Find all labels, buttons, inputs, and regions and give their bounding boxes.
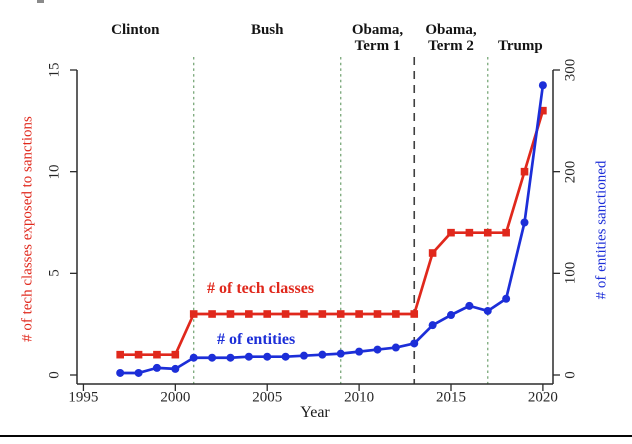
x-tick-label: 2010 [344,389,375,406]
era-label-clinton: Clinton [111,22,160,38]
tech-classes-marker-2019 [520,167,529,176]
tech-classes-marker-2009 [336,310,345,318]
era-label-obama-: Obama, [425,22,477,38]
entities-marker-2016 [465,301,474,310]
tech-classes-marker-2004 [245,310,253,318]
entities-marker-2007 [299,351,308,360]
x-tick-label: 2005 [252,389,283,406]
series-line-entities [120,85,545,375]
entities-series-label: # of entities [217,331,296,348]
entities-marker-2013 [410,339,419,348]
entities-marker-1999 [152,363,161,372]
entities-marker-2014 [428,321,437,330]
era-label-term-2: Term 2 [428,38,474,54]
entities-marker-2001 [189,353,198,362]
left-y-tick-label: 5 [46,269,63,278]
tech-classes-marker-2016 [465,228,474,237]
cropped-text-artifact [37,0,44,3]
tech-classes-marker-1999 [153,350,161,359]
era-label-term-1: Term 1 [354,38,401,54]
era-label-trump: Trump [498,38,543,54]
right-y-tick-label: 100 [562,262,579,285]
tech-classes-marker-1998 [134,350,143,359]
entities-marker-2012 [391,343,400,352]
entities-marker-2002 [208,353,217,362]
entities-marker-2004 [244,352,253,361]
entities-marker-2006 [281,352,290,361]
entities-marker-2015 [447,311,455,320]
document-rule-line [0,435,632,437]
tech-classes-marker-2011 [373,310,382,318]
entities-marker-2010 [355,347,364,356]
entities-marker-2000 [171,364,180,373]
right-y-tick-label: 300 [562,58,579,82]
right-y-tick-label: 0 [562,371,579,379]
entities-marker-2019 [520,218,529,227]
tech-classes-marker-2002 [208,310,216,318]
x-tick-label: 2015 [436,389,466,406]
tech-classes-marker-2005 [263,310,272,318]
tech-classes-marker-1997 [116,350,124,359]
tech-classes-marker-2015 [447,228,455,237]
tech-classes-marker-2018 [502,228,510,237]
x-tick-label: 2020 [527,389,558,406]
x-axis-title: Year [300,404,330,421]
tech-classes-marker-2003 [226,310,235,318]
right-y-axis-title: # of entities sanctioned [593,160,610,300]
entities-marker-2018 [502,294,511,303]
left-y-axis-title: # of tech classes exposed to sanctions [19,116,36,342]
entities-marker-2005 [263,352,272,361]
era-label-bush: Bush [250,22,284,38]
entities-marker-2003 [226,353,235,362]
tech-classes-series-label: # of tech classes [207,280,315,297]
entities-marker-2017 [483,306,492,315]
tech-classes-marker-2014 [428,249,437,257]
tech-classes-marker-2020 [539,106,547,115]
entities-marker-1998 [134,368,143,377]
entities-marker-2020 [538,81,547,90]
entities-marker-2008 [318,350,327,359]
tech-classes-marker-2000 [171,350,180,359]
left-y-tick-label: 0 [46,371,63,379]
tech-classes-marker-2001 [189,310,198,318]
entities-marker-2011 [373,345,382,354]
entities-marker-1997 [116,368,125,377]
tech-classes-marker-2010 [355,310,363,318]
tech-classes-marker-2013 [410,310,419,318]
entities-marker-2009 [336,349,345,358]
era-label-obama-: Obama, [351,22,404,38]
left-y-tick-label: 10 [46,164,63,180]
x-tick-label: 1995 [68,389,99,406]
tech-classes-marker-2007 [300,310,308,318]
series-line-tech-classes [120,110,545,357]
right-y-tick-label: 200 [562,160,579,183]
tech-classes-marker-2012 [392,310,400,318]
x-tick-label: 2000 [160,389,191,406]
tech-classes-marker-2017 [483,228,492,237]
tech-classes-marker-2006 [281,310,290,318]
left-y-tick-label: 15 [46,62,63,78]
tech-classes-marker-2008 [318,310,327,318]
